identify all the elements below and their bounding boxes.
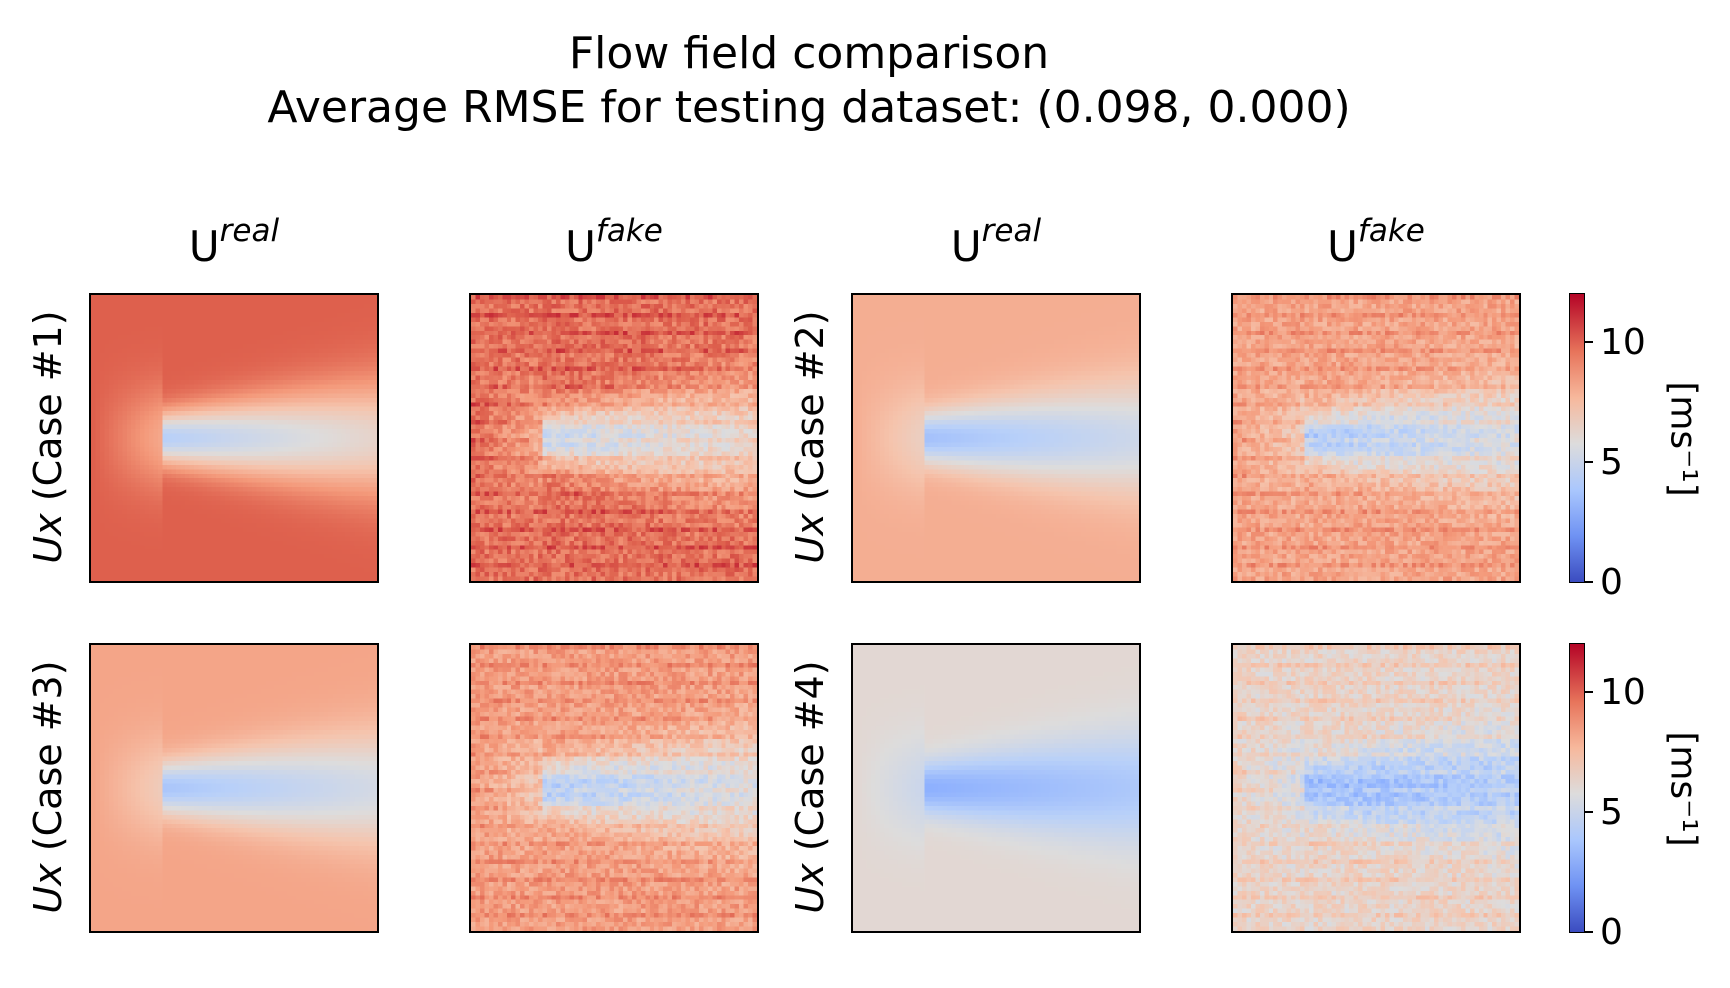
colorbar-bottom-tick-0 xyxy=(1584,931,1593,933)
heatmap-case2-real xyxy=(851,293,1141,583)
colorbar-top xyxy=(1569,293,1585,583)
chart-subtitle: Average RMSE for testing dataset: (0.098… xyxy=(267,82,1351,133)
row-label-case-3: Ux (Case #3) xyxy=(26,660,70,914)
colorbar-top-tick-5 xyxy=(1584,461,1593,463)
colorbar-top-ticklabel-10: 10 xyxy=(1600,322,1646,363)
colorbar-bottom-label: [ms⁻¹] xyxy=(1662,731,1704,847)
heatmap-case2-fake xyxy=(1231,293,1521,583)
column-title-2: Ufake xyxy=(565,213,663,271)
chart-title: Flow field comparison xyxy=(568,28,1050,79)
colorbar-bottom xyxy=(1569,643,1585,933)
colorbar-bottom-ticklabel-10: 10 xyxy=(1600,672,1646,713)
heatmap-case1-fake xyxy=(469,293,759,583)
row-label-case-4: Ux (Case #4) xyxy=(788,660,832,914)
colorbar-top-ticklabel-5: 5 xyxy=(1600,442,1623,483)
column-title-3: Ureal xyxy=(950,213,1042,271)
colorbar-bottom-tick-10 xyxy=(1584,691,1593,693)
colorbar-top-tick-10 xyxy=(1584,341,1593,343)
column-title-4: Ufake xyxy=(1327,213,1425,271)
column-title-1: Ureal xyxy=(188,213,280,271)
colorbar-bottom-ticklabel-0: 0 xyxy=(1600,912,1623,953)
colorbar-bottom-ticklabel-5: 5 xyxy=(1600,792,1623,833)
heatmap-case4-real xyxy=(851,643,1141,933)
colorbar-bottom-tick-5 xyxy=(1584,811,1593,813)
colorbar-top-label: [ms⁻¹] xyxy=(1662,381,1704,497)
heatmap-case4-fake xyxy=(1231,643,1521,933)
colorbar-top-tick-0 xyxy=(1584,581,1593,583)
row-label-case-2: Ux (Case #2) xyxy=(788,310,832,564)
row-label-case-1: Ux (Case #1) xyxy=(26,310,70,564)
heatmap-case1-real xyxy=(89,293,379,583)
heatmap-case3-fake xyxy=(469,643,759,933)
colorbar-top-ticklabel-0: 0 xyxy=(1600,562,1623,603)
heatmap-case3-real xyxy=(89,643,379,933)
